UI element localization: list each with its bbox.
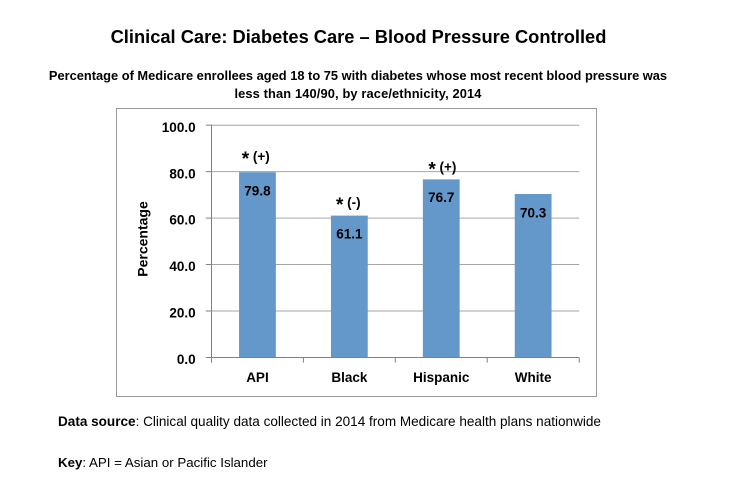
svg-text:* (-): * (-) (336, 195, 361, 216)
svg-text:79.8: 79.8 (244, 184, 271, 199)
svg-text:Black: Black (331, 370, 368, 385)
svg-text:61.1: 61.1 (336, 226, 363, 241)
svg-text:Hispanic: Hispanic (413, 370, 470, 385)
svg-text:60.0: 60.0 (169, 213, 195, 228)
svg-text:* (+): * (+) (428, 160, 456, 181)
svg-text:White: White (515, 370, 552, 385)
svg-text:76.7: 76.7 (428, 190, 454, 205)
svg-text:40.0: 40.0 (169, 259, 195, 274)
svg-text:Percentage: Percentage (135, 201, 151, 277)
svg-text:80.0: 80.0 (169, 166, 195, 181)
svg-text:20.0: 20.0 (169, 306, 195, 321)
svg-text:0.0: 0.0 (177, 352, 196, 367)
svg-text:70.3: 70.3 (520, 206, 547, 221)
svg-text:100.0: 100.0 (162, 120, 196, 135)
svg-text:* (+): * (+) (242, 149, 270, 170)
svg-text:API: API (246, 370, 269, 385)
